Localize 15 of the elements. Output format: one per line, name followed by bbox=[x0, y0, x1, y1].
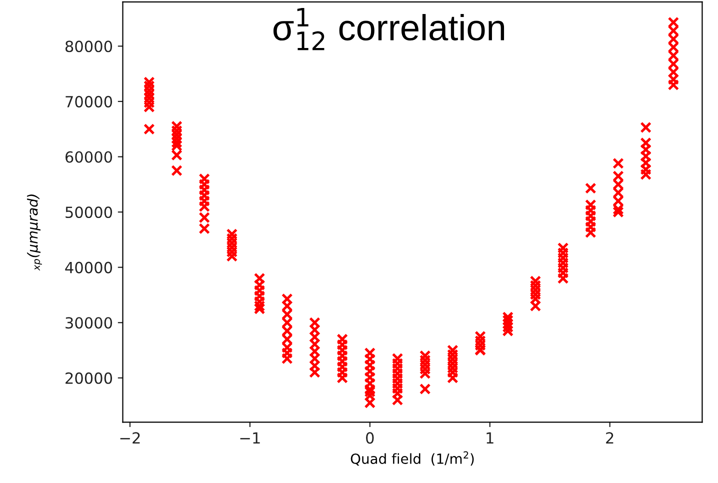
y-tick-label: 30000 bbox=[66, 317, 112, 329]
y-tick-label: 50000 bbox=[66, 206, 112, 218]
chart-title: σ$^{1}$$_{12}$ correlation bbox=[273, 8, 504, 50]
x-axis-title: Quad field (1/m$^{2}$) bbox=[350, 451, 474, 466]
y-tick-label: 70000 bbox=[66, 96, 112, 108]
y-tick-label: 80000 bbox=[65, 40, 112, 52]
y-tick-label: 20000 bbox=[66, 372, 112, 384]
x-tick-label: −1 bbox=[240, 432, 260, 444]
x-tick-label: 2 bbox=[606, 432, 614, 444]
y-tick-label: 40000 bbox=[65, 262, 112, 274]
x-tick-label: 0 bbox=[366, 432, 374, 444]
x-tick-label: −2 bbox=[120, 432, 140, 444]
y-axis-title: $_{xp}$(μmμrad) bbox=[27, 194, 42, 271]
x-tick-label: 1 bbox=[486, 432, 494, 444]
y-tick-label: 60000 bbox=[66, 151, 112, 163]
